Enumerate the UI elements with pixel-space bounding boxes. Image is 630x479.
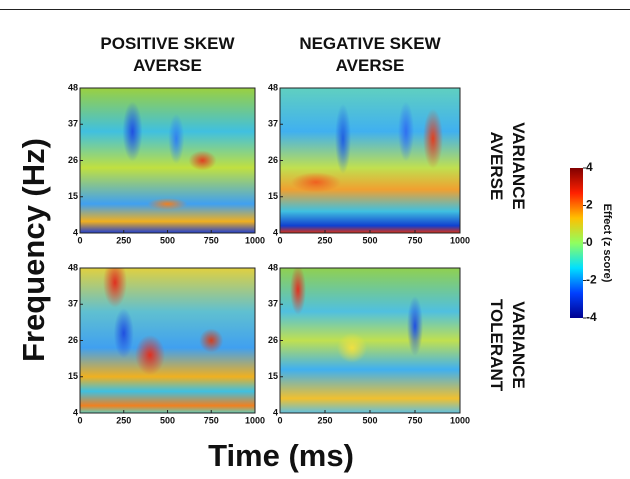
panel-frame (279, 267, 461, 414)
y-tick-label: 48 (268, 82, 278, 92)
y-tick-label: 48 (268, 262, 278, 272)
y-tick-label: 15 (68, 371, 78, 381)
y-tick-label: 4 (73, 227, 78, 237)
y-tick-label: 26 (68, 335, 78, 345)
y-tick-label: 15 (68, 191, 78, 201)
colorbar-tick-label: 2 (586, 198, 593, 212)
x-tick-label: 250 (116, 415, 131, 425)
y-tick-label: 15 (268, 371, 278, 381)
x-tick-label: 250 (116, 235, 131, 245)
heatmap-panel (280, 88, 460, 233)
x-tick-label: 0 (77, 415, 82, 425)
top-rule (0, 9, 630, 10)
y-tick-label: 37 (268, 119, 278, 129)
y-tick-label: 37 (68, 299, 78, 309)
colorbar-tick-label: 0 (586, 235, 593, 249)
x-tick-label: 750 (204, 415, 219, 425)
x-tick-label: 1000 (245, 415, 265, 425)
panel-frame (279, 87, 461, 234)
x-tick-label: 1000 (450, 235, 470, 245)
x-tick-label: 1000 (245, 235, 265, 245)
x-axis-label: Time (ms) (208, 438, 354, 473)
y-tick-label: 26 (268, 335, 278, 345)
y-tick-label: 26 (268, 155, 278, 165)
panel-frame (79, 267, 256, 414)
x-tick-label: 750 (407, 235, 422, 245)
y-tick-label: 48 (68, 262, 78, 272)
x-tick-label: 750 (407, 415, 422, 425)
x-tick-label: 1000 (450, 415, 470, 425)
colorbar-tick-label: 4 (586, 160, 593, 174)
x-tick-label: 0 (277, 235, 282, 245)
x-tick-label: 500 (160, 415, 175, 425)
y-axis-label: Frequency (Hz) (16, 138, 51, 362)
heatmap-panel (80, 268, 255, 413)
x-tick-label: 500 (362, 235, 377, 245)
x-tick-label: 250 (317, 235, 332, 245)
colorbar-tick-label: -2 (586, 273, 597, 287)
column-title: NEGATIVE SKEW AVERSE (299, 34, 441, 75)
y-tick-label: 37 (268, 299, 278, 309)
colorbar-tick-label: -4 (586, 310, 597, 324)
colorbar (570, 168, 583, 318)
x-tick-label: 500 (160, 235, 175, 245)
y-tick-label: 48 (68, 82, 78, 92)
y-tick-label: 4 (273, 407, 278, 417)
heatmap-panel (280, 268, 460, 413)
column-title: POSITIVE SKEW AVERSE (100, 34, 235, 75)
x-tick-label: 500 (362, 415, 377, 425)
x-tick-label: 250 (317, 415, 332, 425)
x-tick-label: 0 (77, 235, 82, 245)
y-tick-label: 15 (268, 191, 278, 201)
panel-frame (79, 87, 256, 234)
heatmap-panel (80, 88, 255, 233)
y-tick-label: 4 (273, 227, 278, 237)
y-tick-label: 37 (68, 119, 78, 129)
y-tick-label: 26 (68, 155, 78, 165)
x-tick-label: 0 (277, 415, 282, 425)
x-tick-label: 750 (204, 235, 219, 245)
colorbar-label: Effect (z score) (601, 204, 613, 283)
y-tick-label: 4 (73, 407, 78, 417)
